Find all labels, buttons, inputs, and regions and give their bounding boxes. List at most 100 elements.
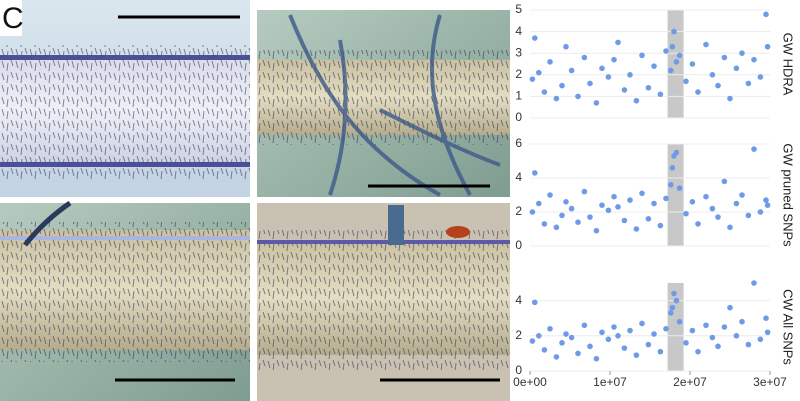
y-axis-label: GW HDRA	[781, 33, 796, 96]
point	[657, 348, 664, 355]
point	[645, 341, 652, 348]
point	[764, 43, 771, 50]
point	[599, 202, 605, 208]
point	[633, 226, 640, 232]
point	[568, 67, 575, 74]
point	[568, 334, 575, 341]
point	[703, 322, 709, 329]
point	[575, 93, 581, 100]
y-axis-label: CW All SNPs	[781, 289, 796, 365]
y-tick-label: 6	[515, 136, 522, 150]
y-tick-label: 4	[515, 170, 522, 184]
point	[633, 352, 640, 358]
point	[676, 185, 683, 191]
point	[715, 214, 721, 220]
point	[695, 348, 701, 355]
point	[621, 345, 628, 351]
point	[553, 224, 560, 231]
point	[541, 221, 548, 227]
point	[605, 74, 612, 80]
point	[651, 200, 657, 207]
point	[639, 320, 645, 327]
y-tick-label: 4	[515, 293, 522, 307]
point	[663, 325, 669, 332]
point	[575, 219, 581, 225]
photo-top-left	[0, 0, 250, 197]
point	[669, 304, 676, 311]
point	[695, 89, 701, 95]
point	[593, 100, 600, 106]
point	[627, 197, 633, 203]
point	[763, 315, 769, 322]
point	[733, 333, 740, 339]
label-box	[0, 0, 22, 36]
point	[669, 43, 676, 50]
point	[745, 212, 752, 219]
point	[663, 48, 669, 54]
point	[581, 188, 588, 195]
panel-label: C	[2, 2, 24, 35]
point	[532, 170, 538, 176]
point	[599, 329, 605, 336]
point	[532, 299, 538, 306]
point	[709, 205, 716, 212]
point	[651, 63, 657, 69]
point	[721, 54, 728, 61]
point	[709, 72, 716, 78]
point	[703, 41, 709, 48]
point	[532, 35, 538, 41]
point	[529, 209, 536, 215]
point	[593, 227, 600, 234]
point	[689, 199, 696, 205]
point	[763, 197, 769, 203]
x-tick-label: 3e+07	[753, 375, 787, 389]
point	[553, 95, 560, 102]
point	[709, 334, 716, 341]
point	[563, 199, 569, 205]
point	[676, 52, 683, 59]
point	[657, 91, 664, 98]
point	[721, 178, 728, 185]
point	[536, 333, 542, 339]
point	[673, 149, 680, 156]
point	[745, 341, 752, 348]
point	[715, 343, 721, 350]
point	[621, 217, 628, 224]
point	[611, 56, 617, 63]
point	[715, 82, 721, 89]
point	[751, 56, 757, 63]
point	[568, 205, 575, 212]
point	[757, 336, 764, 343]
point	[695, 221, 701, 227]
highlight-region	[667, 283, 684, 371]
point	[563, 331, 569, 337]
point	[663, 195, 669, 202]
point	[541, 89, 548, 95]
photo-bottom-left	[0, 200, 250, 401]
y-tick-label: 2	[515, 67, 522, 81]
y-tick-label: 0	[515, 363, 522, 377]
point	[671, 290, 677, 297]
point	[645, 84, 652, 91]
y-tick-label: 0	[515, 238, 522, 252]
point	[587, 343, 593, 350]
point	[703, 193, 709, 200]
point	[739, 192, 745, 198]
point	[739, 318, 745, 325]
point	[733, 65, 740, 72]
point	[615, 204, 621, 210]
y-tick-label: 1	[515, 89, 522, 103]
point	[745, 80, 752, 87]
point	[764, 329, 771, 336]
point	[671, 28, 677, 35]
point	[621, 87, 628, 93]
point	[611, 193, 617, 200]
point	[727, 95, 733, 102]
point	[559, 212, 565, 219]
point	[593, 355, 600, 362]
point	[764, 202, 771, 208]
point	[529, 76, 536, 82]
point	[757, 209, 764, 215]
point	[627, 327, 633, 334]
